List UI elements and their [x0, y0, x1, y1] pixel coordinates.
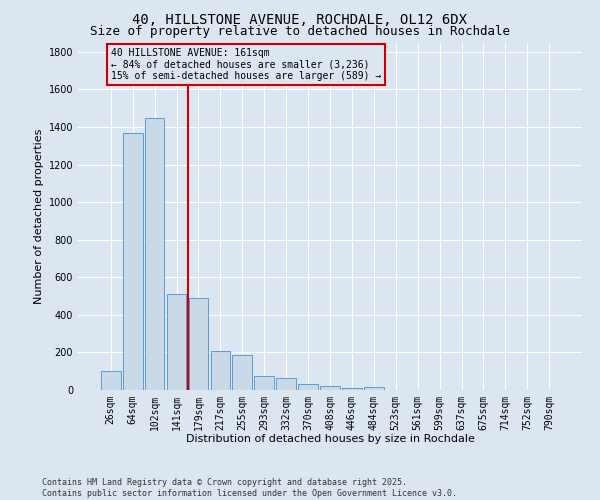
- Bar: [123, 132, 143, 390]
- Y-axis label: Number of detached properties: Number of detached properties: [34, 128, 44, 304]
- Bar: [254, 376, 274, 390]
- Text: 40 HILLSTONE AVENUE: 161sqm
← 84% of detached houses are smaller (3,236)
15% of : 40 HILLSTONE AVENUE: 161sqm ← 84% of det…: [111, 48, 382, 82]
- Bar: [342, 388, 362, 390]
- Text: Size of property relative to detached houses in Rochdale: Size of property relative to detached ho…: [90, 25, 510, 38]
- Bar: [101, 371, 121, 390]
- Bar: [276, 378, 296, 390]
- Bar: [232, 355, 252, 390]
- Bar: [145, 118, 164, 390]
- Bar: [298, 384, 318, 390]
- Bar: [320, 386, 340, 390]
- Bar: [211, 352, 230, 390]
- Text: Contains HM Land Registry data © Crown copyright and database right 2025.
Contai: Contains HM Land Registry data © Crown c…: [42, 478, 457, 498]
- Bar: [167, 294, 187, 390]
- X-axis label: Distribution of detached houses by size in Rochdale: Distribution of detached houses by size …: [185, 434, 475, 444]
- Text: 40, HILLSTONE AVENUE, ROCHDALE, OL12 6DX: 40, HILLSTONE AVENUE, ROCHDALE, OL12 6DX: [133, 12, 467, 26]
- Bar: [364, 387, 384, 390]
- Bar: [188, 298, 208, 390]
